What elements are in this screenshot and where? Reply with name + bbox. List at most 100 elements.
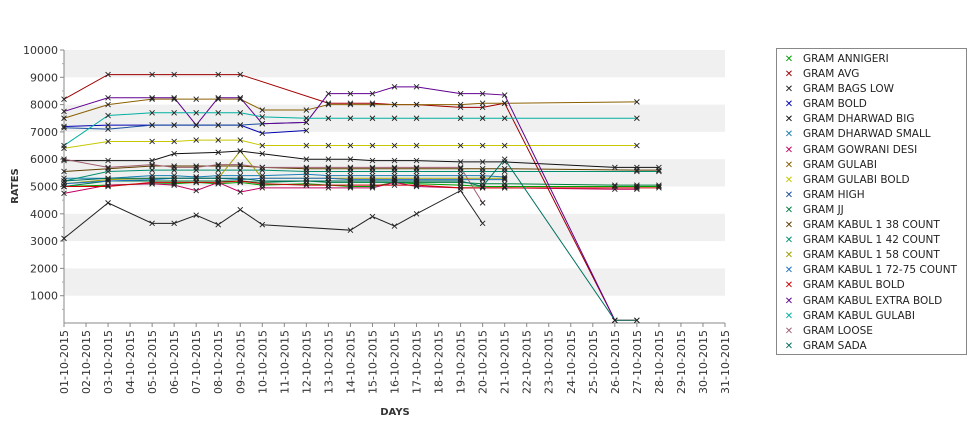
- data-point: [215, 179, 222, 186]
- data-point: [634, 167, 640, 173]
- x-tick-label: 12-10-2015: [300, 330, 313, 394]
- data-point: [634, 317, 640, 324]
- x-tick-label: 14-10-2015: [344, 330, 357, 394]
- data-point: [105, 175, 111, 182]
- data-point: [215, 94, 222, 101]
- data-point: [325, 168, 332, 175]
- data-point: [215, 167, 222, 173]
- legend-marker-icon: ✕: [784, 340, 794, 352]
- data-point: [501, 92, 508, 98]
- data-point: [347, 183, 354, 190]
- data-point: [149, 179, 155, 186]
- data-point: [61, 108, 67, 115]
- data-point: [479, 168, 486, 175]
- data-point: [347, 156, 354, 163]
- data-point: [612, 164, 618, 171]
- data-point: [303, 156, 310, 163]
- data-point: [347, 90, 354, 97]
- data-point: [303, 115, 310, 122]
- data-point: [259, 150, 266, 157]
- data-point: [391, 182, 398, 188]
- data-point: [237, 122, 244, 128]
- data-point: [259, 178, 266, 184]
- x-tick-label: 17-10-2015: [411, 330, 424, 394]
- data-point: [105, 164, 111, 171]
- grid-band: [64, 213, 725, 242]
- data-point: [215, 175, 222, 182]
- x-tick-label: 27-10-2015: [631, 330, 644, 394]
- data-point: [259, 221, 266, 228]
- legend-label: GRAM HIGH: [803, 188, 865, 201]
- data-point: [369, 100, 376, 107]
- legend-marker-icon: ✕: [784, 84, 794, 96]
- legend-label: GRAM SADA: [803, 339, 867, 352]
- data-point: [325, 90, 332, 97]
- legend-item: ✕ GRAM JJ: [777, 203, 966, 218]
- data-point: [479, 176, 486, 183]
- data-point: [501, 156, 508, 163]
- data-point: [149, 157, 155, 164]
- data-point: [193, 174, 200, 180]
- data-point: [612, 186, 618, 193]
- data-point: [171, 150, 177, 157]
- data-point: [457, 168, 464, 175]
- legend-item: ✕ GRAM DHARWAD SMALL: [777, 127, 966, 142]
- data-point: [61, 178, 67, 184]
- legend-label: GRAM ANNIGERI: [803, 53, 889, 65]
- data-point: [193, 109, 200, 116]
- legend-label: GRAM KABUL BOLD: [803, 279, 905, 292]
- data-point: [149, 94, 155, 101]
- data-point: [369, 176, 376, 183]
- data-point: [259, 164, 266, 171]
- series-line: [63, 74, 637, 321]
- line-chart: 1000 2000 3000 4000 5000 6000 7000 8000 9000 1000…: [10, 44, 732, 418]
- data-point: [149, 109, 155, 116]
- y-axis-label: RATES: [10, 168, 21, 204]
- data-point: [413, 168, 420, 175]
- data-point: [237, 206, 244, 213]
- data-point: [171, 122, 177, 128]
- x-tick-label: 01-10-2015: [58, 330, 71, 394]
- legend-label: GRAM KABUL 1 42 COUNT: [803, 234, 940, 247]
- data-point: [105, 200, 111, 206]
- legend-marker-icon: ✕: [784, 235, 794, 247]
- data-point: [149, 122, 155, 128]
- legend-label: GRAM DHARWAD BIG: [803, 113, 915, 126]
- x-tick-label: 26-10-2015: [609, 330, 622, 394]
- data-point: [479, 175, 486, 182]
- x-tick-label: 21-10-2015: [499, 330, 512, 394]
- data-point: [193, 122, 200, 128]
- data-point: [193, 179, 200, 186]
- data-point: [105, 71, 111, 78]
- legend-item: ✕ GRAM GULABI: [777, 158, 966, 173]
- x-tick-label: 31-10-2015: [719, 330, 732, 394]
- data-point: [369, 115, 376, 122]
- y-tick-label: 9000: [30, 71, 58, 84]
- legend-label: GRAM KABUL 1 72-75 COUNT: [803, 264, 957, 277]
- data-point: [171, 175, 177, 182]
- x-tick-label: 28-10-2015: [653, 330, 666, 394]
- legend-marker-icon: ✕: [784, 174, 794, 186]
- legend-marker-icon: ✕: [784, 310, 794, 322]
- legend-marker-icon: ✕: [784, 250, 794, 262]
- data-point: [61, 157, 67, 164]
- data-point: [347, 227, 354, 233]
- data-point: [237, 96, 244, 102]
- data-point: [149, 167, 155, 173]
- data-point: [303, 142, 310, 149]
- data-point: [61, 96, 67, 102]
- data-point: [237, 175, 244, 182]
- legend-item: ✕ GRAM SADA: [777, 339, 966, 354]
- series-line: [63, 158, 484, 204]
- data-point: [325, 156, 332, 163]
- data-point: [171, 94, 177, 101]
- legend-marker-icon: ✕: [784, 159, 794, 171]
- data-point: [105, 101, 111, 108]
- data-point: [634, 185, 640, 191]
- data-point: [325, 164, 332, 171]
- data-point: [61, 183, 67, 190]
- data-point: [171, 179, 177, 186]
- legend-item: ✕ GRAM AVG: [777, 67, 966, 82]
- data-point: [61, 235, 67, 242]
- legend-item: ✕ GRAM ANNIGERI: [777, 52, 966, 67]
